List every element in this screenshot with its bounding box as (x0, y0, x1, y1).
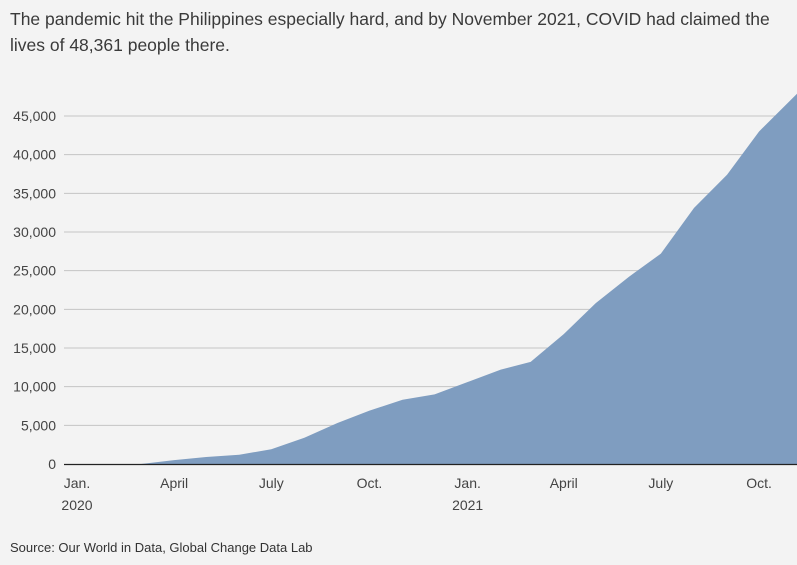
x-tick-label: Jan. (64, 475, 90, 491)
y-tick-label: 5,000 (21, 417, 56, 433)
y-tick-labels: 0 5,000 10,000 15,000 20,000 25,000 30,000 35,0… (13, 108, 56, 472)
y-tick-label: 45,000 (13, 108, 56, 124)
y-tick-label: 20,000 (13, 301, 56, 317)
y-tick-label: 30,000 (13, 224, 56, 240)
source-note: Source: Our World in Data, Global Change… (10, 540, 313, 555)
x-tick-label: April (160, 475, 188, 491)
y-tick-label: 40,000 (13, 147, 56, 163)
x-tick-label: Jan. (454, 475, 480, 491)
y-tick-label: 0 (48, 456, 56, 472)
x-tick-label: July (648, 475, 673, 491)
area-series (77, 93, 797, 464)
x-tick-year-label: 2020 (61, 497, 92, 513)
chart-headline: The pandemic hit the Philippines especia… (10, 9, 770, 55)
x-tick-label: Oct. (746, 475, 772, 491)
x-tick-label: July (259, 475, 284, 491)
deaths-area (77, 93, 797, 464)
y-tick-label: 35,000 (13, 185, 56, 201)
x-tick-label: Oct. (357, 475, 383, 491)
x-tick-label: April (550, 475, 578, 491)
x-tick-year-label: 2021 (452, 497, 483, 513)
y-tick-label: 25,000 (13, 263, 56, 279)
x-tick-labels: Jan. 2020 April July Oct. Jan. 2021 April July Oc… (61, 475, 771, 513)
y-tick-label: 10,000 (13, 379, 56, 395)
y-tick-label: 15,000 (13, 340, 56, 356)
